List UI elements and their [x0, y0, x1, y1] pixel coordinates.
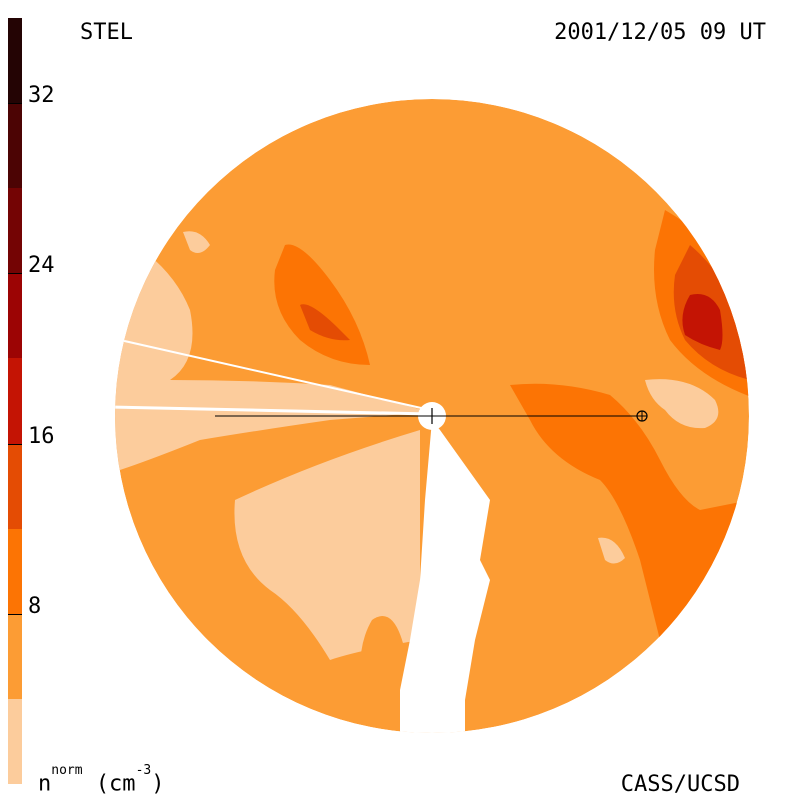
colorbar-tick-label: 16 — [28, 424, 55, 449]
unit-superscript-exp: -3 — [135, 763, 152, 778]
colorbar-tick-label: 24 — [28, 253, 55, 278]
unit-superscript-norm: norm — [51, 763, 83, 778]
colorbar-segment — [8, 273, 22, 359]
colorbar-tick — [8, 614, 22, 615]
instrument-label: STEL — [80, 20, 133, 45]
timestamp-label: 2001/12/05 09 UT — [554, 20, 766, 45]
no-data-line-1 — [119, 339, 431, 411]
low-density-patch-east — [645, 379, 719, 429]
colorbar-segment — [8, 528, 22, 614]
colorbar-segment — [8, 443, 22, 529]
earth-marker — [636, 410, 648, 422]
mid-density-patch-south — [360, 616, 410, 684]
low-density-patch-se — [598, 537, 625, 564]
colorbar — [8, 18, 22, 784]
colorbar-tick — [8, 444, 22, 445]
no-data-line-2 — [115, 405, 431, 416]
colorbar-segment — [8, 358, 22, 444]
unit-quantity: n — [38, 771, 52, 797]
no-data-wedge — [400, 420, 490, 733]
credit-label: CASS/UCSD — [620, 772, 740, 797]
colorbar-tick-label: 8 — [28, 594, 42, 619]
unit-open: (cm — [95, 771, 136, 797]
colorbar-tick — [8, 273, 22, 274]
colorbar-segment — [8, 613, 22, 699]
colorbar-tick — [8, 103, 22, 104]
unit-close: ) — [151, 771, 165, 797]
low-density-region-southwest — [234, 430, 420, 660]
colorbar-segment — [8, 188, 22, 274]
colorbar-segment — [8, 103, 22, 189]
enhanced-region-nw — [274, 244, 370, 365]
colorbar-segment — [8, 18, 22, 104]
colorbar-segment — [8, 698, 22, 784]
colorbar-tick-label: 32 — [28, 83, 55, 108]
peak-density-ne — [682, 294, 723, 350]
colorbar-unit-label: nnorm (cm-3) — [38, 764, 165, 797]
enhanced-core-nw — [300, 304, 350, 341]
low-density-patch-nw — [183, 231, 210, 254]
